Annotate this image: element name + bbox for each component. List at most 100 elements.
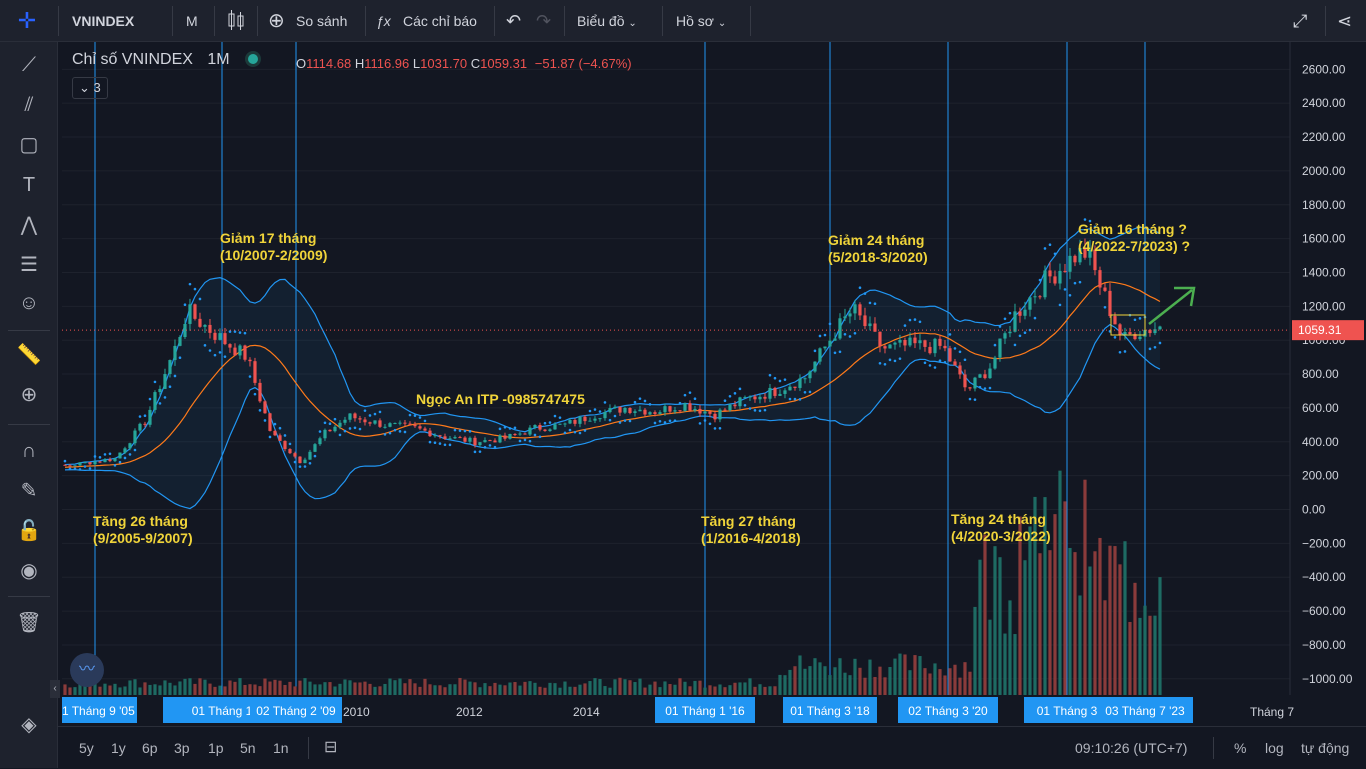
emoji-icon[interactable]: ☺ xyxy=(18,292,40,314)
indicators-button[interactable]: Các chỉ báo xyxy=(403,13,477,29)
annotation-line1: Tăng 24 tháng xyxy=(951,511,1046,527)
volume-bar xyxy=(678,678,682,696)
undo-icon[interactable]: ↶ xyxy=(506,11,522,31)
volume-bar xyxy=(733,682,737,696)
candle xyxy=(943,345,947,349)
share-icon[interactable]: ⋖ xyxy=(1337,11,1353,31)
ruler-icon[interactable]: 📏 xyxy=(16,344,42,366)
candle xyxy=(1103,287,1107,291)
candle xyxy=(183,323,187,338)
range-1y[interactable]: 1y xyxy=(111,740,126,756)
sar-dot xyxy=(383,433,387,436)
sar-dot xyxy=(493,445,497,449)
sar-dot xyxy=(608,418,612,422)
range-1m[interactable]: 1p xyxy=(208,740,224,756)
sar-dot xyxy=(1058,303,1062,307)
candle xyxy=(658,412,662,414)
y-tick-label: −600.00 xyxy=(1302,604,1346,618)
interval-button[interactable]: M xyxy=(186,13,198,29)
percent-toggle[interactable]: % xyxy=(1234,740,1247,756)
add-compare-icon[interactable]: ⊕ xyxy=(268,10,285,32)
sar-dot xyxy=(483,446,487,449)
tradingview-logo-icon[interactable]: 〰 xyxy=(70,653,104,687)
sar-dot xyxy=(853,331,857,335)
redo-icon[interactable]: ↷ xyxy=(536,11,552,31)
volume-bar xyxy=(688,686,692,696)
volume-bar xyxy=(558,687,562,696)
sar-dot xyxy=(1028,328,1032,332)
pattern-icon[interactable]: ⋀ xyxy=(20,214,38,236)
fx-icon[interactable]: ƒx xyxy=(376,13,391,29)
candle xyxy=(93,461,97,465)
zoom-in-icon[interactable]: ⊕ xyxy=(20,384,38,406)
magnet-icon[interactable]: ∩ xyxy=(21,440,37,462)
forecast-icon[interactable]: ☰ xyxy=(20,254,38,276)
lock-drawing-icon[interactable]: ✎ xyxy=(20,480,38,502)
volume-bar xyxy=(758,684,762,696)
text-tool-icon[interactable]: T xyxy=(22,174,36,196)
symbol-search[interactable]: VNINDEX xyxy=(72,13,135,29)
sar-dot xyxy=(1113,336,1117,339)
range-1d[interactable]: 1n xyxy=(273,740,289,756)
range-5d[interactable]: 5n xyxy=(240,740,256,756)
sar-dot xyxy=(158,402,162,405)
sar-dot xyxy=(1153,345,1157,349)
collapse-toolbar-icon[interactable]: ‹ xyxy=(50,680,60,698)
volume-bar xyxy=(638,678,642,696)
sar-dot xyxy=(1098,248,1102,251)
date-range-icon[interactable]: ⊟ xyxy=(324,739,338,756)
indicator-toggle[interactable]: ⌄ 3 xyxy=(72,77,108,99)
volume-bar xyxy=(933,663,937,696)
candles-icon[interactable] xyxy=(226,0,246,42)
trendline-icon[interactable]: ⟋ xyxy=(22,54,36,76)
x-marker-label: 01 Tháng 3 xyxy=(1037,704,1098,718)
volume-bar xyxy=(353,682,357,696)
candle xyxy=(308,451,312,460)
fullscreen-icon[interactable]: ⤢ xyxy=(1293,11,1308,31)
profile-menu-button[interactable]: Hồ sơ ⌄ xyxy=(676,0,726,42)
rectangle-icon[interactable]: ▢ xyxy=(19,134,39,156)
price-chart[interactable]: 2600.00 2400.00 2200.00 2000.00 1800.00 1600.… xyxy=(62,42,1366,726)
candle xyxy=(683,403,687,411)
up-arrow-head-icon xyxy=(1174,286,1196,307)
volume-bar xyxy=(563,681,567,696)
sar-dot xyxy=(153,380,157,384)
candle xyxy=(1088,249,1092,258)
sar-dot xyxy=(803,390,807,394)
crosshair-icon[interactable]: ✛ xyxy=(17,8,37,33)
sar-dot xyxy=(148,397,152,401)
sar-dot xyxy=(228,330,232,333)
range-6m[interactable]: 6p xyxy=(142,740,158,756)
market-status-icon xyxy=(248,54,259,64)
candle xyxy=(773,387,777,396)
sar-dot xyxy=(618,421,622,424)
volume-bar xyxy=(393,680,397,696)
fib-tool-icon[interactable]: ⫽ xyxy=(24,94,34,116)
volume-bar xyxy=(338,683,342,696)
clock-time[interactable]: 09:10:26 (UTC+7) xyxy=(1075,740,1188,756)
candle xyxy=(713,413,717,420)
compare-button[interactable]: So sánh xyxy=(296,13,348,29)
volume-bar xyxy=(968,671,972,696)
candle xyxy=(933,338,937,354)
range-5y[interactable]: 5y xyxy=(79,740,94,756)
sar-dot xyxy=(973,398,977,401)
range-3m[interactable]: 3p xyxy=(174,740,190,756)
lock-icon[interactable]: 🔓 xyxy=(16,520,42,542)
annotation-line1: Giảm 17 tháng xyxy=(220,230,316,246)
log-toggle[interactable]: log xyxy=(1265,740,1284,756)
trash-icon[interactable]: 🗑 xyxy=(16,612,42,634)
volume-bar xyxy=(543,687,547,696)
volume-bar xyxy=(978,559,982,696)
y-tick-label: 2000.00 xyxy=(1302,164,1346,178)
layers-icon[interactable]: ◈ xyxy=(21,714,37,736)
volume-bar xyxy=(633,682,637,696)
low-value: 1031.70 xyxy=(420,56,468,71)
candle xyxy=(78,462,82,466)
annotation-line2: (1/2016-4/2018) xyxy=(701,530,801,546)
y-tick-label: 2200.00 xyxy=(1302,130,1346,144)
auto-scale-toggle[interactable]: tự động xyxy=(1301,740,1350,756)
eye-icon[interactable]: ◉ xyxy=(20,560,38,582)
candle xyxy=(613,406,617,409)
chart-menu-button[interactable]: Biểu đồ ⌄ xyxy=(577,0,637,42)
